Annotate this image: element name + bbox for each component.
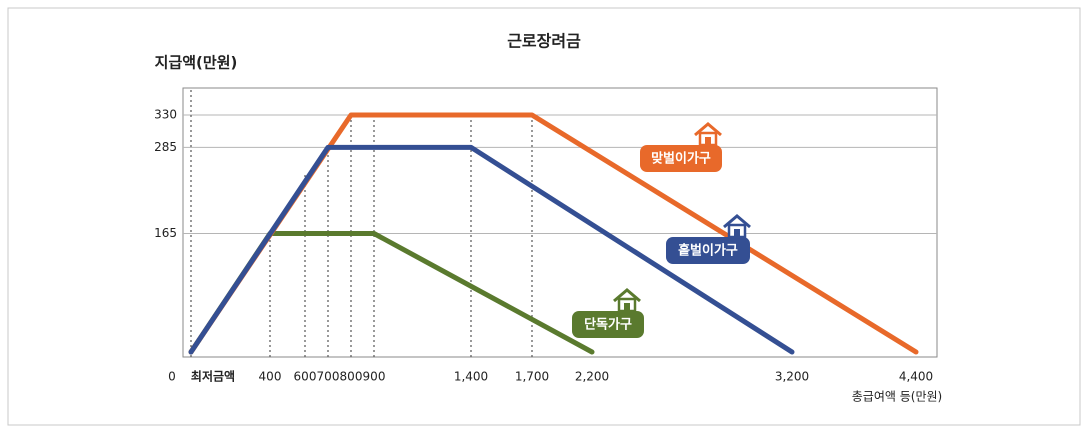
x-tick-label: 800 (340, 370, 363, 384)
x-tick-label: 700 (317, 370, 340, 384)
x-tick-label: 2,200 (575, 370, 609, 384)
legend-item: 맞벌이가구 (640, 122, 722, 172)
legend-item: 단독가구 (572, 288, 644, 338)
house-icon (613, 288, 641, 303)
legend-box (572, 311, 644, 338)
chart-title: 근로장려금 (507, 32, 581, 51)
x-tick-label: 900 (363, 370, 386, 384)
legend-box (666, 237, 750, 264)
line (188, 144, 795, 355)
x-tick-label: 1,400 (454, 370, 488, 384)
y-tick-label: 285 (154, 140, 177, 154)
x-tick-label: 3,200 (775, 370, 809, 384)
legend-box (640, 145, 722, 172)
plot-frame (182, 87, 938, 358)
y-tick-label: 165 (154, 226, 177, 240)
x-tick-label: 1,700 (515, 370, 549, 384)
x-tick-label: 600 (294, 370, 317, 384)
y-axis-title: 지급액(만원) (155, 54, 238, 72)
y-tick-label: 330 (154, 108, 177, 122)
house-door (705, 137, 711, 145)
house-icon (694, 122, 722, 137)
house-door (624, 303, 630, 311)
house-icon (723, 214, 751, 229)
x-tick-label: 최저금액 (191, 369, 235, 384)
y-tick-label: 0 (168, 370, 176, 384)
legend-label: 맞벌이가구 (651, 151, 711, 167)
x-axis-title: 총급여액 등(만원) (852, 390, 942, 404)
legend-item: 홑벌이가구 (666, 214, 751, 264)
legend-label: 단독가구 (584, 317, 632, 333)
house-door (734, 229, 740, 237)
x-tick-label: 4,400 (899, 370, 933, 384)
x-tick-label: 400 (259, 370, 282, 384)
legend-label: 홑벌이가구 (678, 243, 738, 259)
